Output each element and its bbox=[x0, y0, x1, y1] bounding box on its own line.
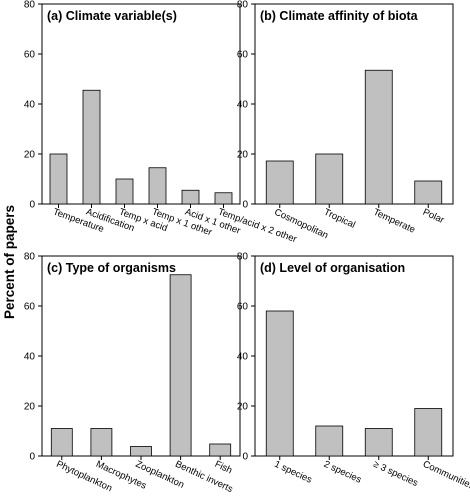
bar bbox=[90, 428, 113, 457]
y-tick-label: 0 bbox=[242, 452, 248, 463]
panel-c: (c) Type of organisms 020406080Phytoplan… bbox=[24, 252, 241, 496]
y-tick-label: 20 bbox=[24, 402, 36, 413]
y-tick-label: 20 bbox=[237, 150, 249, 161]
y-tick-label: 0 bbox=[242, 200, 248, 211]
bar bbox=[315, 153, 344, 205]
category-label: Polar bbox=[421, 207, 446, 226]
bar bbox=[130, 446, 152, 457]
category-label: Communities bbox=[421, 459, 470, 493]
y-tick-label: 80 bbox=[24, 252, 36, 263]
y-tick-label: 40 bbox=[24, 352, 36, 363]
bar bbox=[82, 89, 101, 205]
category-label: 1 species bbox=[272, 459, 313, 486]
bar bbox=[214, 192, 233, 205]
bar bbox=[181, 189, 200, 205]
y-tick-label: 80 bbox=[237, 0, 249, 11]
category-label: ≥ 3 species bbox=[371, 459, 419, 489]
category-label: Temperate bbox=[371, 207, 416, 236]
panel-a: (a) Climate variable(s) 020406080Tempera… bbox=[24, 0, 298, 245]
bar bbox=[50, 428, 73, 457]
bar bbox=[414, 408, 443, 457]
bar bbox=[315, 425, 344, 457]
y-tick-label: 60 bbox=[24, 302, 36, 313]
y-tick-label: 40 bbox=[237, 100, 249, 111]
category-label: Fish bbox=[213, 459, 234, 477]
y-tick-label: 0 bbox=[29, 452, 35, 463]
bar bbox=[265, 160, 294, 205]
bar bbox=[414, 180, 443, 205]
bar bbox=[169, 274, 192, 457]
y-tick-label: 80 bbox=[237, 252, 249, 263]
panel-a-title: (a) Climate variable(s) bbox=[47, 9, 177, 23]
panel-c-frame bbox=[41, 255, 241, 457]
bar bbox=[49, 153, 68, 205]
y-tick-label: 80 bbox=[24, 0, 36, 11]
panel-d-title: (d) Level of organisation bbox=[260, 261, 405, 275]
y-tick-label: 60 bbox=[237, 50, 249, 61]
bar bbox=[364, 428, 393, 457]
panel-c-plot: 020406080PhytoplanktonMacrophytesZooplan… bbox=[24, 252, 235, 496]
bar bbox=[148, 167, 167, 205]
panel-d: (d) Level of organisation 0 20 40 60 80 1 spe… bbox=[237, 252, 470, 493]
category-label: 2 species bbox=[322, 459, 363, 486]
y-tick-label: 40 bbox=[24, 100, 36, 111]
y-tick-label: 60 bbox=[237, 302, 249, 313]
y-tick-label: 0 bbox=[29, 200, 35, 211]
bar bbox=[364, 69, 393, 205]
y-tick-label: 20 bbox=[24, 150, 36, 161]
y-tick-label: 40 bbox=[237, 352, 249, 363]
panel-c-title: (c) Type of organisms bbox=[47, 261, 176, 275]
bar bbox=[115, 178, 134, 205]
category-label: Tropical bbox=[322, 207, 357, 231]
panel-b: (b) Climate affinity of biota 020406080C… bbox=[237, 0, 454, 241]
panel-b-title: (b) Climate affinity of biota bbox=[260, 9, 419, 23]
y-axis-label: Percent of papers bbox=[2, 205, 17, 319]
bar bbox=[265, 310, 294, 457]
y-tick-label: 60 bbox=[24, 50, 36, 61]
panel-a-frame bbox=[41, 3, 241, 205]
bar bbox=[209, 443, 232, 457]
y-tick-label: 20 bbox=[237, 402, 249, 413]
